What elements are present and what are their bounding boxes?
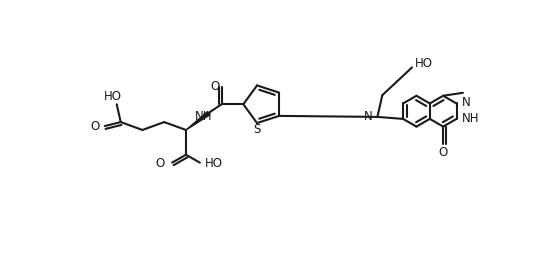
Text: NH: NH	[195, 110, 212, 123]
Text: HO: HO	[205, 157, 223, 170]
Polygon shape	[186, 112, 210, 130]
Text: NH: NH	[461, 112, 479, 125]
Text: O: O	[438, 146, 448, 159]
Text: O: O	[155, 157, 164, 170]
Text: O: O	[210, 80, 219, 93]
Text: N: N	[461, 96, 470, 109]
Text: HO: HO	[415, 57, 433, 70]
Text: N: N	[364, 110, 372, 123]
Text: HO: HO	[104, 90, 122, 103]
Text: S: S	[254, 123, 261, 136]
Text: O: O	[91, 120, 100, 133]
